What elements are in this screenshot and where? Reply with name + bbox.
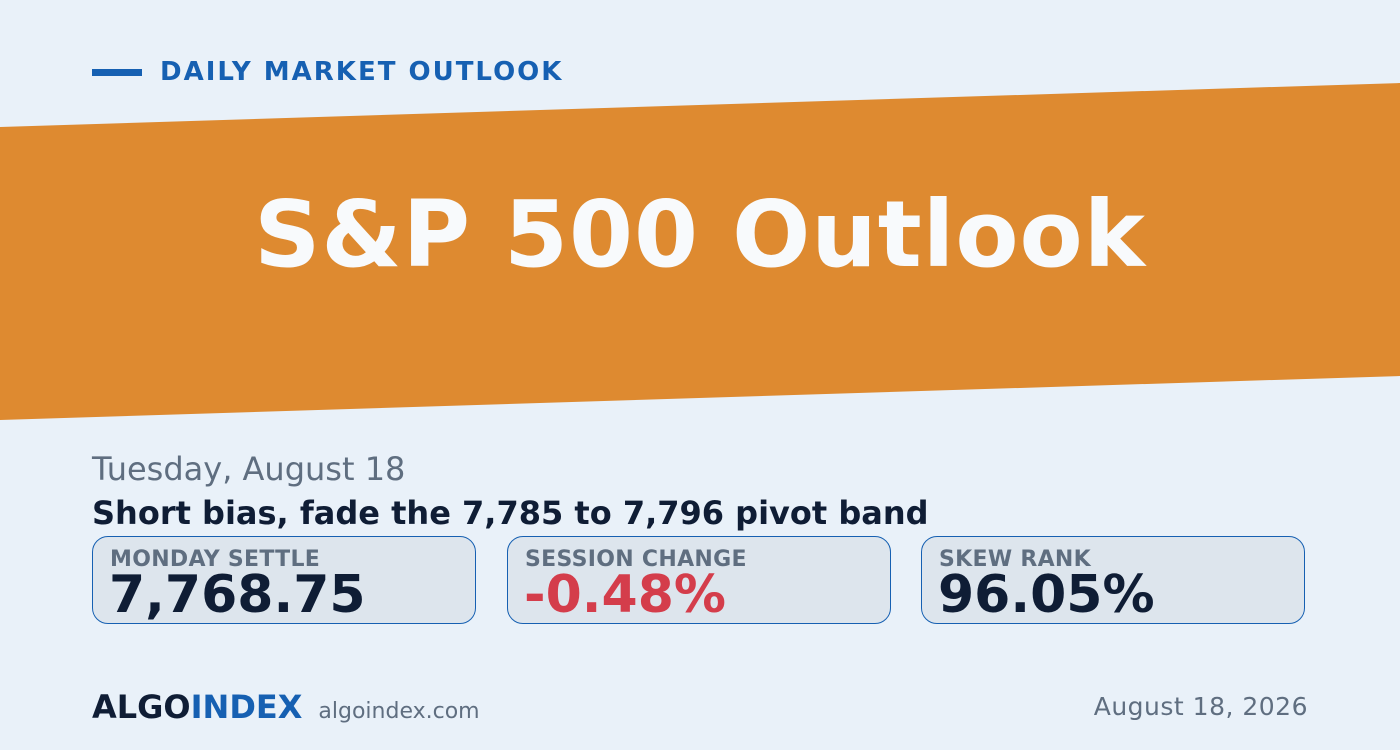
stat-card-session-change: SESSION CHANGE -0.48% [507, 536, 891, 624]
stat-card-skew-rank: SKEW RANK 96.05% [921, 536, 1305, 624]
stat-value: -0.48% [524, 565, 726, 624]
outlook-date: Tuesday, August 18 [92, 450, 406, 488]
eyebrow-label: DAILY MARKET OUTLOOK [160, 57, 564, 87]
brand-url-link[interactable]: algoindex.com [318, 699, 480, 724]
stat-label: SKEW RANK [939, 547, 1091, 572]
eyebrow-accent-bar [92, 68, 142, 76]
eyebrow: DAILY MARKET OUTLOOK [92, 54, 563, 90]
brand-wordmark-algo: ALGO [92, 688, 191, 726]
banner-polygon [0, 83, 1400, 420]
brand-wordmark-index: INDEX [190, 688, 303, 726]
publish-date: August 18, 2026 [1093, 692, 1308, 721]
stat-cards: MONDAY SETTLE 7,768.75 SESSION CHANGE -0… [92, 536, 1308, 626]
stat-label: MONDAY SETTLE [110, 547, 321, 572]
stat-label: SESSION CHANGE [525, 547, 747, 572]
stat-value: 7,768.75 [109, 565, 366, 624]
stat-card-monday-settle: MONDAY SETTLE 7,768.75 [92, 536, 476, 624]
banner-title: S&P 500 Outlook [254, 181, 1146, 288]
stat-value: 96.05% [938, 565, 1155, 624]
outlook-headline: Short bias, fade the 7,785 to 7,796 pivo… [92, 494, 929, 532]
brand-logo[interactable]: ALGO INDEX algoindex.com [92, 688, 480, 726]
